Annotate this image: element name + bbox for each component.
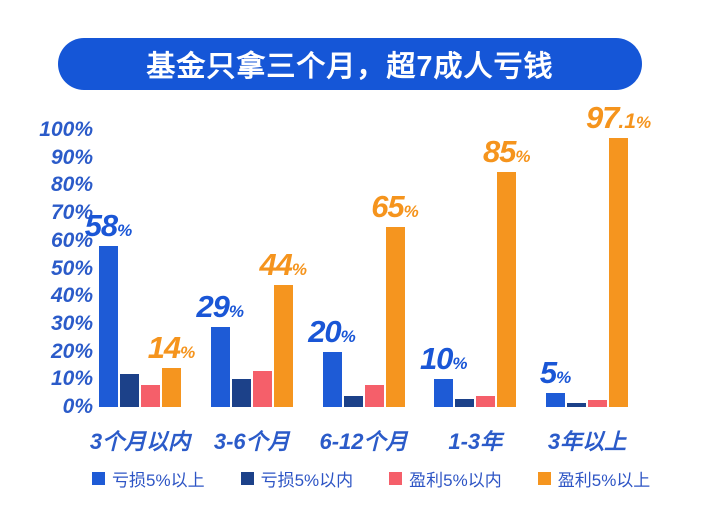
legend-swatch-icon — [240, 472, 254, 485]
bar-group-4: 10% 85% — [420, 136, 531, 407]
bar-profit-over-5pct — [273, 285, 293, 407]
x-axis-label-5: 3年以上 — [547, 429, 627, 454]
legend: 亏损5%以上 亏损5%以内 盈利5%以内 盈利5%以上 — [92, 466, 650, 491]
y-axis-tick: 20% — [50, 339, 93, 363]
x-axis-label-4: 1-3年 — [448, 429, 503, 454]
value-label-num: 58 — [84, 208, 118, 244]
value-label: 85% — [483, 136, 531, 167]
value-label: 44% — [259, 249, 307, 280]
bar-profit-within-5pct — [141, 384, 160, 407]
bar-loss-within-5pct — [455, 398, 475, 407]
legend-item-profit-over-5pct: 盈利5%以上 — [537, 466, 651, 491]
bar-loss-over-5pct — [322, 351, 342, 407]
bar-group-3: 20% 65% — [308, 191, 419, 407]
value-label-num: 97 — [585, 100, 619, 136]
value-label: 5% — [540, 357, 571, 388]
value-label-pct: % — [117, 221, 133, 241]
bar-loss-within-5pct — [120, 373, 139, 407]
y-axis-tick: 60% — [50, 228, 93, 252]
bar-loss-within-5pct — [567, 402, 586, 407]
y-axis-tick: 10% — [50, 367, 93, 391]
legend-item-profit-within-5pct: 盈利5%以内 — [389, 466, 502, 491]
value-label-pct: % — [403, 201, 419, 221]
value-label: 10% — [420, 343, 468, 374]
value-label: 58% — [85, 210, 133, 241]
value-label-pct: % — [180, 343, 196, 363]
value-label-pct: % — [291, 260, 308, 280]
bar-profit-within-5pct — [588, 400, 607, 407]
legend-item-loss-within-5pct: 亏损5%以内 — [240, 466, 354, 491]
bar-loss-over-5pct — [434, 379, 454, 407]
value-label: 97.1% — [586, 102, 651, 133]
plot-area: 58% 14% 29% 44% 20% 65% 10% 85% 5% 97.1% — [85, 102, 651, 407]
value-label-pct: % — [340, 326, 356, 346]
bar-group-1: 58% 14% — [85, 210, 195, 407]
bar-loss-within-5pct — [343, 395, 363, 407]
legend-swatch-icon — [537, 472, 551, 485]
legend-label: 亏损5%以上 — [112, 471, 205, 490]
value-label-num: 5 — [539, 355, 557, 391]
y-axis-tick: 0% — [62, 395, 93, 418]
bar-group-5: 5% 97.1% — [540, 102, 651, 407]
value-label-num: 44 — [259, 247, 292, 283]
y-axis-tick: 90% — [50, 145, 93, 169]
y-axis-tick: 100% — [39, 118, 93, 141]
chart-title: 基金只拿三个月，超7成人亏钱 — [146, 51, 554, 83]
value-label-num: 20 — [308, 313, 341, 349]
bar-group-2: 29% 44% — [196, 249, 307, 407]
value-label-dec: .1 — [618, 110, 636, 134]
y-axis-tick: 80% — [50, 173, 93, 197]
value-label-pct: % — [515, 146, 531, 166]
value-label-num: 65 — [371, 188, 404, 224]
x-axis-label-2: 3-6个月 — [213, 429, 290, 454]
bar-profit-over-5pct — [609, 138, 628, 407]
bar-loss-within-5pct — [231, 379, 251, 407]
value-label: 29% — [196, 291, 244, 322]
value-label-pct: % — [556, 368, 572, 388]
value-label-num: 85 — [482, 133, 516, 169]
value-label-num: 29 — [196, 288, 229, 324]
y-axis-tick: 70% — [50, 201, 93, 225]
value-label-pct: % — [228, 301, 245, 321]
legend-swatch-icon — [389, 472, 403, 485]
legend-label: 亏损5%以内 — [260, 471, 354, 490]
bar-profit-over-5pct — [497, 171, 517, 407]
y-axis-tick: 50% — [50, 256, 93, 280]
bar-profit-within-5pct — [476, 395, 496, 407]
bar-profit-over-5pct — [385, 226, 405, 407]
x-axis: 3个月以内 3-6个月 6-12个月 1-3年 3年以上 — [89, 424, 628, 456]
bar-loss-over-5pct — [210, 326, 230, 407]
x-axis-label-1: 3个月以内 — [89, 429, 191, 454]
title-banner: 基金只拿三个月，超7成人亏钱 — [58, 38, 642, 90]
value-label-pct: % — [635, 113, 652, 133]
value-label: 65% — [371, 191, 419, 222]
value-label-num: 14 — [147, 330, 181, 366]
value-label: 14% — [148, 332, 196, 363]
y-axis-tick: 30% — [50, 311, 93, 335]
bar-loss-over-5pct — [546, 393, 565, 407]
value-label: 20% — [308, 316, 356, 347]
value-label-num: 10 — [419, 341, 453, 377]
legend-label: 盈利5%以内 — [409, 471, 502, 490]
y-axis-tick: 40% — [50, 284, 93, 308]
legend-label: 盈利5%以上 — [557, 471, 651, 490]
bar-profit-within-5pct — [364, 384, 384, 407]
x-axis-label-3: 6-12个月 — [319, 429, 408, 454]
value-label-pct: % — [452, 354, 468, 374]
bar-profit-within-5pct — [252, 371, 272, 407]
legend-swatch-icon — [92, 472, 105, 485]
bar-profit-over-5pct — [162, 368, 181, 407]
bar-loss-over-5pct — [99, 246, 118, 407]
legend-item-loss-over-5pct: 亏损5%以上 — [92, 466, 205, 491]
